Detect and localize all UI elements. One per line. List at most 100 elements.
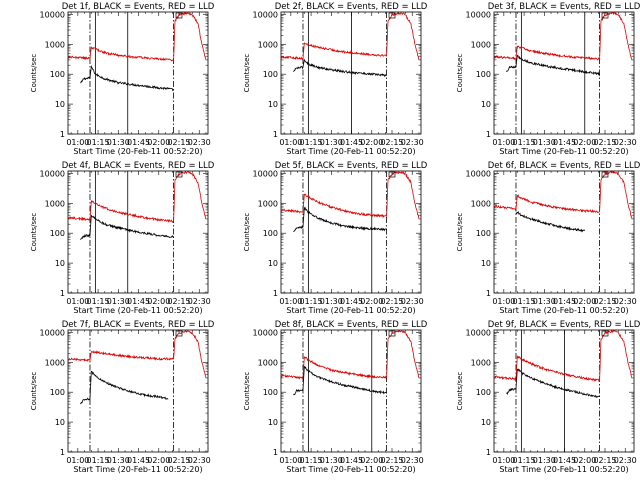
x-tick-label: 01:30: [107, 297, 130, 306]
x-tick-label: 02:15: [167, 138, 190, 147]
y-tick-label: 100: [50, 229, 65, 238]
x-tick-label: 02:30: [401, 456, 424, 465]
panel-det-5: Det 5f, BLACK = Events, RED = LLD 1 10 100 1…: [243, 161, 428, 315]
panel-title: Det 6f, BLACK = Events, RED = LLD: [488, 161, 640, 171]
x-tick-label: 01:45: [553, 456, 576, 465]
x-tick-label: 01:30: [533, 456, 556, 465]
panel-title: Det 9f, BLACK = Events, RED = LLD: [488, 320, 640, 330]
y-tick-label: 10000: [253, 10, 278, 19]
lld-series-line: [494, 171, 633, 219]
y-tick-label: 1000: [45, 40, 65, 49]
y-tick-label: 10: [268, 259, 278, 268]
peak-square-marker: [601, 171, 609, 178]
y-tick-label: 10: [268, 100, 278, 109]
x-tick-label: 01:15: [513, 138, 536, 147]
plot-frame: [67, 11, 209, 135]
x-tick-label: 01:30: [320, 297, 343, 306]
x-tick-label: 01:15: [87, 297, 110, 306]
peak-square-marker: [175, 171, 183, 178]
y-axis-label: Counts/sec: [456, 213, 464, 252]
panel-title: Det 2f, BLACK = Events, RED = LLD: [275, 2, 428, 12]
x-tick-label: 01:45: [127, 297, 150, 306]
y-tick-label: 10: [268, 418, 278, 427]
panel-title: Det 4f, BLACK = Events, RED = LLD: [62, 161, 215, 171]
x-axis-label: Start Time (20-Feb-11 00:52:20): [73, 147, 202, 156]
y-tick-label: 1: [273, 289, 278, 298]
x-tick-label: 01:30: [320, 138, 343, 147]
plot-frame: [280, 170, 422, 294]
plot-frame: [493, 11, 635, 135]
y-tick-label: 1: [486, 130, 491, 139]
x-tick-label: 01:45: [340, 297, 363, 306]
y-tick-label: 1: [60, 130, 65, 139]
events-series-line: [80, 370, 169, 405]
y-tick-label: 100: [50, 70, 65, 79]
x-tick-label: 01:30: [320, 456, 343, 465]
y-tick-label: 10: [481, 100, 491, 109]
panel-title: Det 3f, BLACK = Events, RED = LLD: [488, 2, 640, 12]
y-tick-label: 10000: [253, 169, 278, 178]
y-tick-label: 10000: [40, 169, 65, 178]
panel-det-4: Det 4f, BLACK = Events, RED = LLD 1 10 100 1…: [30, 161, 215, 315]
x-tick-label: 01:00: [279, 456, 302, 465]
x-tick-label: 02:30: [188, 138, 211, 147]
panel-det-2: Det 2f, BLACK = Events, RED = LLD 1 10 100 1…: [243, 2, 428, 156]
plot-frame: [493, 329, 635, 453]
x-tick-label: 01:00: [66, 138, 89, 147]
x-tick-label: 02:30: [614, 297, 637, 306]
events-series-line: [293, 58, 387, 77]
x-tick-label: 02:15: [380, 138, 403, 147]
x-tick-label: 01:30: [107, 138, 130, 147]
y-tick-label: 1000: [258, 199, 278, 208]
y-tick-label: 10000: [466, 169, 491, 178]
x-tick-label: 01:45: [553, 138, 576, 147]
y-tick-label: 10000: [466, 328, 491, 337]
y-tick-label: 10: [481, 418, 491, 427]
x-tick-label: 01:00: [492, 456, 515, 465]
panel-title: Det 1f, BLACK = Events, RED = LLD: [62, 2, 215, 12]
y-axis-label: Counts/sec: [243, 54, 251, 93]
x-tick-label: 02:15: [380, 297, 403, 306]
y-axis-label: Counts/sec: [456, 372, 464, 411]
y-axis-label: Counts/sec: [243, 372, 251, 411]
panel-title: Det 8f, BLACK = Events, RED = LLD: [275, 320, 428, 330]
x-tick-label: 02:00: [573, 138, 596, 147]
events-series-line: [506, 368, 600, 398]
y-tick-label: 1: [60, 289, 65, 298]
peak-square-marker: [175, 330, 183, 337]
y-tick-label: 1000: [471, 199, 491, 208]
y-axis-label: Counts/sec: [30, 372, 38, 411]
y-axis-label: Counts/sec: [30, 54, 38, 93]
x-tick-label: 01:15: [300, 138, 323, 147]
x-tick-label: 01:45: [340, 456, 363, 465]
y-tick-label: 1000: [45, 358, 65, 367]
x-axis-label: Start Time (20-Feb-11 00:52:20): [286, 306, 415, 315]
x-axis-label: Start Time (20-Feb-11 00:52:20): [73, 465, 202, 474]
x-tick-label: 01:00: [279, 297, 302, 306]
plot-frame: [67, 329, 209, 453]
x-axis-label: Start Time (20-Feb-11 00:52:20): [286, 147, 415, 156]
lld-series-line: [494, 330, 633, 382]
lld-series-line: [281, 171, 420, 219]
panel-det-7: Det 7f, BLACK = Events, RED = LLD 1 10 100 1…: [30, 320, 215, 474]
y-tick-label: 1: [486, 289, 491, 298]
x-tick-label: 02:15: [593, 297, 616, 306]
x-tick-label: 01:15: [300, 456, 323, 465]
panel-det-1: Det 1f, BLACK = Events, RED = LLD 1 10 100 1…: [30, 2, 215, 156]
x-axis-label: Start Time (20-Feb-11 00:52:20): [286, 465, 415, 474]
y-axis-label: Counts/sec: [243, 213, 251, 252]
x-tick-label: 01:30: [533, 297, 556, 306]
y-tick-label: 10: [481, 259, 491, 268]
plot-frame: [280, 329, 422, 453]
x-tick-label: 02:15: [167, 456, 190, 465]
y-tick-label: 100: [263, 229, 278, 238]
x-tick-label: 02:15: [380, 456, 403, 465]
y-tick-label: 10000: [466, 10, 491, 19]
x-tick-label: 01:00: [279, 138, 302, 147]
y-tick-label: 10: [55, 418, 65, 427]
x-axis-label: Start Time (20-Feb-11 00:52:20): [499, 147, 628, 156]
y-tick-label: 10: [55, 100, 65, 109]
x-tick-label: 02:30: [188, 456, 211, 465]
x-tick-label: 01:45: [553, 297, 576, 306]
